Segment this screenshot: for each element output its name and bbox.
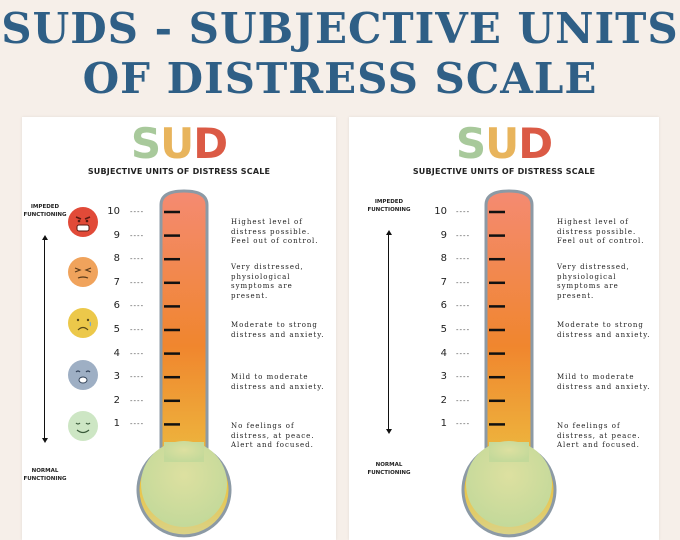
scale-number-6: 6 xyxy=(113,300,120,312)
scale-number-4: 4 xyxy=(113,347,120,359)
scale-dash: ---- xyxy=(130,208,145,216)
level-description-10-9: Highest level of distress possible. Feel… xyxy=(557,218,645,246)
sud-card-with-faces: SUD SUBJECTIVE UNITS OF DISTRESS SCALE I… xyxy=(22,117,336,540)
scale-number-9: 9 xyxy=(440,229,447,241)
normal-functioning-label: NORMAL FUNCTIONING xyxy=(23,468,67,482)
scale-dash: ---- xyxy=(456,255,471,264)
scale-dash: ---- xyxy=(130,231,145,240)
scale-number-3: 3 xyxy=(113,371,120,383)
scale-dash: ---- xyxy=(130,373,145,382)
scale-number-1: 1 xyxy=(113,418,120,430)
scale-number-5: 5 xyxy=(113,324,120,335)
angry-face-icon xyxy=(68,207,98,237)
sud-card-plain: SUD SUBJECTIVE UNITS OF DISTRESS SCALE I… xyxy=(349,117,659,540)
scale-number-2: 2 xyxy=(113,394,120,406)
scale-number-4: 4 xyxy=(440,347,447,359)
scale-dash: ---- xyxy=(130,396,145,405)
arrow-line xyxy=(44,239,45,439)
level-description-2-1: No feelings of distress, at peace. Alert… xyxy=(231,422,315,450)
scale-number-10: 10 xyxy=(107,206,120,217)
level-description-4-3: Mild to moderate distress and anxiety. xyxy=(557,373,651,391)
sad-face-icon xyxy=(68,308,98,338)
thermometer xyxy=(461,189,557,538)
scale-dash: ---- xyxy=(456,278,471,287)
logo-letter-d: D xyxy=(518,119,553,168)
level-description-6-5: Moderate to strong distress and anxiety. xyxy=(231,321,325,339)
scale-number-8: 8 xyxy=(440,253,447,265)
level-description-2-1: No feelings of distress, at peace. Alert… xyxy=(557,422,641,450)
scale-dash: ---- xyxy=(456,231,471,240)
arrow-down-icon xyxy=(42,438,48,443)
sud-logo: SUD xyxy=(349,121,659,167)
sud-logo: SUD xyxy=(22,121,336,167)
annoyed-face-icon xyxy=(68,257,98,287)
level-description-10-9: Highest level of distress possible. Feel… xyxy=(231,218,319,246)
calm-face-icon xyxy=(68,411,98,441)
scale-dash: ---- xyxy=(456,420,471,429)
scale-dash: ---- xyxy=(130,302,145,311)
arrow-down-icon xyxy=(386,429,392,434)
level-description-8-7: Very distressed, physiological symptoms … xyxy=(231,263,304,300)
logo-letter-u: U xyxy=(485,119,519,168)
page-title-line2: OF DISTRESS SCALE xyxy=(82,54,598,103)
arrow-line xyxy=(388,234,389,430)
logo-letter-s: S xyxy=(455,119,486,168)
scale-number-3: 3 xyxy=(440,371,447,383)
scale-number-2: 2 xyxy=(440,394,447,406)
scale-number-5: 5 xyxy=(440,324,447,335)
arrow-up-icon xyxy=(386,230,392,235)
scale-number-1: 1 xyxy=(440,418,447,430)
scale-dash: ---- xyxy=(130,420,145,429)
scale-number-7: 7 xyxy=(113,276,120,288)
level-description-6-5: Moderate to strong distress and anxiety. xyxy=(557,321,651,339)
card-subtitle: SUBJECTIVE UNITS OF DISTRESS SCALE xyxy=(87,167,271,176)
worried-face-icon xyxy=(68,360,98,390)
scale-number-7: 7 xyxy=(440,276,447,288)
level-description-4-3: Mild to moderate distress and anxiety. xyxy=(231,373,325,391)
scale-dash: ---- xyxy=(456,302,471,311)
normal-functioning-label: NORMAL FUNCTIONING xyxy=(367,462,411,476)
scale-number-6: 6 xyxy=(440,300,447,312)
arrow-up-icon xyxy=(42,235,48,240)
scale-dash: ---- xyxy=(130,278,145,287)
scale-dash: ---- xyxy=(456,373,471,382)
thermometer xyxy=(136,189,232,538)
scale-dash: ---- xyxy=(130,326,145,334)
logo-letter-d: D xyxy=(193,119,228,168)
scale-dash: ---- xyxy=(130,255,145,264)
logo-letter-u: U xyxy=(160,119,194,168)
scale-number-9: 9 xyxy=(113,229,120,241)
scale-number-8: 8 xyxy=(113,253,120,265)
logo-letter-s: S xyxy=(130,119,161,168)
impeded-functioning-label: IMPEDED FUNCTIONING xyxy=(367,199,411,213)
scale-dash: ---- xyxy=(456,349,471,358)
level-description-8-7: Very distressed, physiological symptoms … xyxy=(557,263,630,300)
card-subtitle: SUBJECTIVE UNITS OF DISTRESS SCALE xyxy=(412,167,596,176)
page-title-line1: SUDS - SUBJECTIVE UNITS xyxy=(1,4,679,53)
scale-dash: ---- xyxy=(456,208,471,216)
impeded-functioning-label: IMPEDED FUNCTIONING xyxy=(23,204,67,218)
scale-dash: ---- xyxy=(456,326,471,334)
scale-number-10: 10 xyxy=(434,206,447,217)
scale-dash: ---- xyxy=(130,349,145,358)
scale-dash: ---- xyxy=(456,396,471,405)
